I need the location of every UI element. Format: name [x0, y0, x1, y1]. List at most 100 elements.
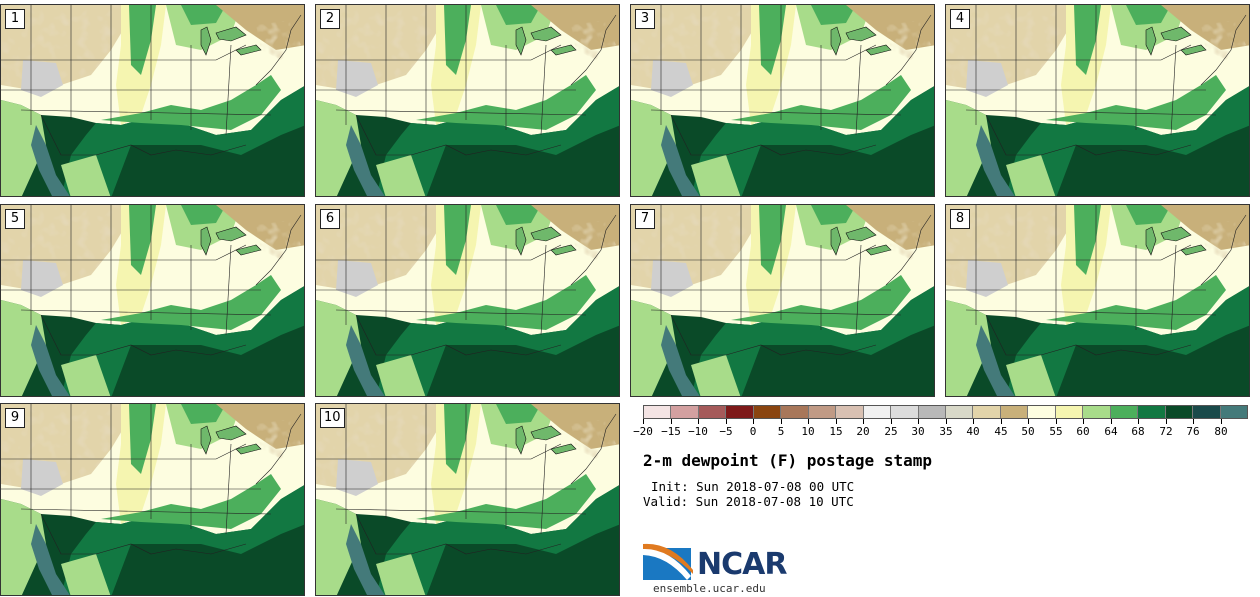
colorbar-tick-label: 25 — [884, 425, 898, 438]
colorbar-tick-label: 20 — [856, 425, 870, 438]
colorbar-bin-10 — [918, 406, 946, 418]
member-panel-4[interactable]: 4 — [945, 4, 1250, 197]
panel-number: 10 — [320, 408, 345, 428]
colorbar-tick-label: 10 — [801, 425, 815, 438]
colorbar-tick-label: 45 — [994, 425, 1008, 438]
colorbar-tick — [918, 419, 919, 424]
colorbar-tick — [643, 419, 644, 424]
panel-number: 1 — [5, 9, 25, 29]
panel-number: 2 — [320, 9, 340, 29]
colorbar-tick — [698, 419, 699, 424]
colorbar-tick-label: 15 — [829, 425, 843, 438]
site-url[interactable]: ensemble.ucar.edu — [653, 582, 766, 595]
colorbar-tick — [1138, 419, 1139, 424]
dewpoint-colorbar — [643, 405, 1248, 419]
chart-title: 2-m dewpoint (F) postage stamp — [643, 451, 932, 470]
dewpoint-map-6 — [316, 205, 620, 397]
member-panel-6[interactable]: 6 — [315, 204, 620, 397]
colorbar-tick — [973, 419, 974, 424]
member-panel-7[interactable]: 7 — [630, 204, 935, 397]
dewpoint-map-10 — [316, 404, 620, 596]
valid-time: Valid: Sun 2018-07-08 10 UTC — [643, 494, 854, 509]
colorbar-tick-label: 30 — [911, 425, 925, 438]
colorbar-tick-label: 35 — [939, 425, 953, 438]
colorbar-bin-8 — [863, 406, 892, 418]
colorbar-tick — [1083, 419, 1084, 424]
ncar-wordmark: NCAR — [697, 547, 787, 582]
colorbar-tick — [1221, 419, 1222, 424]
colorbar-bin-15 — [1055, 406, 1084, 418]
colorbar-tick — [1111, 419, 1112, 424]
colorbar-tick-label: 72 — [1159, 425, 1173, 438]
colorbar-bin-18 — [1138, 406, 1166, 418]
colorbar-bin-6 — [808, 406, 837, 418]
colorbar-bin-19 — [1165, 406, 1194, 418]
colorbar-bin-16 — [1083, 406, 1111, 418]
member-panel-2[interactable]: 2 — [315, 4, 620, 197]
colorbar-bin-14 — [1028, 406, 1056, 418]
dewpoint-map-2 — [316, 5, 620, 197]
colorbar-bin-9 — [891, 406, 919, 418]
colorbar-tick-label: 60 — [1076, 425, 1090, 438]
init-time: Init: Sun 2018-07-08 00 UTC — [651, 479, 855, 494]
colorbar-tick-label: 40 — [966, 425, 980, 438]
colorbar-tick — [1056, 419, 1057, 424]
member-panel-5[interactable]: 5 — [0, 204, 305, 397]
dewpoint-map-1 — [1, 5, 305, 197]
colorbar-tick-label: 5 — [777, 425, 785, 438]
colorbar-bin-7 — [836, 406, 864, 418]
colorbar-bin-13 — [1000, 406, 1029, 418]
colorbar-tick — [1166, 419, 1167, 424]
dewpoint-map-5 — [1, 205, 305, 397]
panel-number: 8 — [950, 209, 970, 229]
colorbar-tick-label: −10 — [688, 425, 708, 438]
colorbar-bin-4 — [753, 406, 782, 418]
colorbar-tick — [863, 419, 864, 424]
colorbar-tick — [836, 419, 837, 424]
colorbar-bin-0 — [644, 406, 672, 418]
colorbar-tick-label: −5 — [719, 425, 733, 438]
colorbar-bin-17 — [1110, 406, 1139, 418]
member-panel-8[interactable]: 8 — [945, 204, 1250, 397]
colorbar-tick — [808, 419, 809, 424]
dewpoint-map-8 — [946, 205, 1250, 397]
colorbar-tick-label: 50 — [1021, 425, 1035, 438]
member-panel-9[interactable]: 9 — [0, 403, 305, 596]
colorbar-tick — [726, 419, 727, 424]
colorbar-tick-label: 80 — [1214, 425, 1228, 438]
colorbar-tick — [753, 419, 754, 424]
dewpoint-map-4 — [946, 5, 1250, 197]
colorbar-tick — [1028, 419, 1029, 424]
colorbar-tick-label: 0 — [749, 425, 757, 438]
member-panel-1[interactable]: 1 — [0, 4, 305, 197]
dewpoint-map-7 — [631, 205, 935, 397]
panel-number: 6 — [320, 209, 340, 229]
colorbar-bin-5 — [781, 406, 809, 418]
colorbar-bin-11 — [945, 406, 974, 418]
panel-number: 9 — [5, 408, 25, 428]
panel-number: 5 — [5, 209, 25, 229]
panel-number: 3 — [635, 9, 655, 29]
member-panel-3[interactable]: 3 — [630, 4, 935, 197]
colorbar-tick — [781, 419, 782, 424]
colorbar-bin-2 — [698, 406, 727, 418]
colorbar-tick — [1001, 419, 1002, 424]
colorbar-tick — [1193, 419, 1194, 424]
ncar-logo-icon — [643, 543, 693, 580]
dewpoint-map-9 — [1, 404, 305, 596]
panel-number: 4 — [950, 9, 970, 29]
colorbar-tick — [946, 419, 947, 424]
member-panel-10[interactable]: 10 — [315, 403, 620, 596]
panel-number: 7 — [635, 209, 655, 229]
colorbar-tick — [891, 419, 892, 424]
colorbar-ticks: −20 −15 −10 −5 0 5 10 15 20 25 30 35 40 45 50 55 60 64 68 7… — [633, 419, 1248, 441]
colorbar-tick-label: 64 — [1104, 425, 1118, 438]
colorbar-bin-20 — [1193, 406, 1221, 418]
colorbar-tick-label: 68 — [1131, 425, 1145, 438]
colorbar-bin-1 — [671, 406, 699, 418]
colorbar-bin-12 — [973, 406, 1001, 418]
dewpoint-map-3 — [631, 5, 935, 197]
colorbar-tick-label: 76 — [1186, 425, 1200, 438]
colorbar-tick-label: −15 — [661, 425, 681, 438]
colorbar-bin-3 — [726, 406, 754, 418]
